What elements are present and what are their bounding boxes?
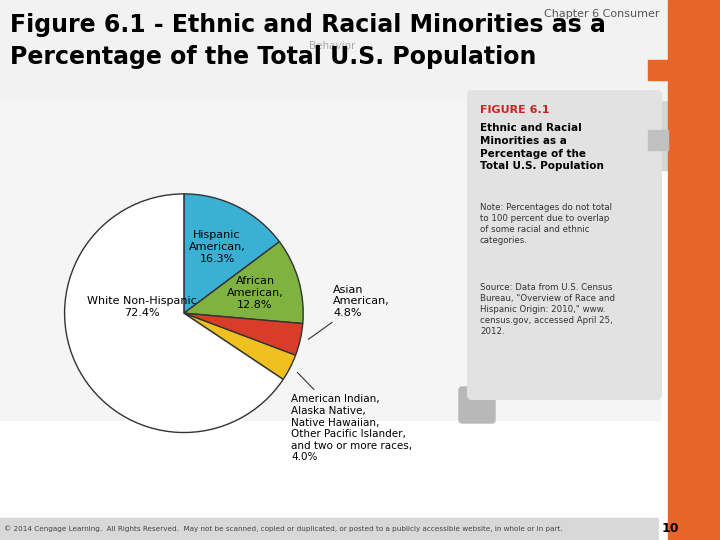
FancyBboxPatch shape <box>616 115 646 145</box>
FancyBboxPatch shape <box>583 115 613 145</box>
Bar <box>659 518 681 540</box>
FancyBboxPatch shape <box>418 115 448 145</box>
FancyBboxPatch shape <box>451 115 481 145</box>
FancyBboxPatch shape <box>517 115 547 145</box>
FancyBboxPatch shape <box>484 25 514 55</box>
FancyBboxPatch shape <box>616 25 646 55</box>
Bar <box>668 0 720 540</box>
FancyBboxPatch shape <box>517 85 547 115</box>
FancyBboxPatch shape <box>385 145 415 175</box>
Text: White Non-Hispanic
72.4%: White Non-Hispanic 72.4% <box>87 296 197 318</box>
Wedge shape <box>184 194 279 313</box>
Wedge shape <box>184 242 303 323</box>
Bar <box>648 130 668 150</box>
FancyBboxPatch shape <box>583 55 613 85</box>
Text: Source: Data from U.S. Census
Bureau, "Overview of Race and
Hispanic Origin: 201: Source: Data from U.S. Census Bureau, "O… <box>480 283 615 336</box>
Text: Note: Percentages do not total
to 100 percent due to overlap
of some racial and : Note: Percentages do not total to 100 pe… <box>480 203 612 245</box>
Text: © 2014 Cengage Learning.  All Rights Reserved.  May not be scanned, copied or du: © 2014 Cengage Learning. All Rights Rese… <box>4 525 562 532</box>
FancyBboxPatch shape <box>616 85 646 115</box>
FancyBboxPatch shape <box>484 55 514 85</box>
FancyBboxPatch shape <box>517 145 547 175</box>
Wedge shape <box>184 313 303 355</box>
FancyBboxPatch shape <box>385 115 415 145</box>
Text: Hispanic
American,
16.3%: Hispanic American, 16.3% <box>189 231 246 264</box>
Text: 10: 10 <box>661 523 679 536</box>
Text: American Indian,
Alaska Native,
Native Hawaiian,
Other Pacific Islander,
and two: American Indian, Alaska Native, Native H… <box>292 373 413 462</box>
Wedge shape <box>65 194 283 433</box>
Text: African
American,
12.8%: African American, 12.8% <box>227 276 284 309</box>
Text: Percentage of the Total U.S. Population: Percentage of the Total U.S. Population <box>10 45 536 69</box>
FancyBboxPatch shape <box>484 115 514 145</box>
FancyBboxPatch shape <box>484 85 514 115</box>
FancyBboxPatch shape <box>550 55 580 85</box>
Bar <box>0 0 668 100</box>
FancyBboxPatch shape <box>385 55 415 85</box>
FancyBboxPatch shape <box>550 85 580 115</box>
FancyBboxPatch shape <box>583 25 613 55</box>
FancyBboxPatch shape <box>385 25 415 55</box>
Bar <box>648 60 668 80</box>
FancyBboxPatch shape <box>418 85 448 115</box>
FancyBboxPatch shape <box>550 115 580 145</box>
FancyBboxPatch shape <box>583 145 613 175</box>
FancyBboxPatch shape <box>616 145 646 175</box>
Text: Ethnic and Racial
Minorities as a
Percentage of the
Total U.S. Population: Ethnic and Racial Minorities as a Percen… <box>480 123 604 171</box>
FancyBboxPatch shape <box>418 25 448 55</box>
FancyBboxPatch shape <box>451 25 481 55</box>
FancyBboxPatch shape <box>484 145 514 175</box>
FancyBboxPatch shape <box>385 85 415 115</box>
FancyBboxPatch shape <box>418 55 448 85</box>
Text: FIGURE 6.1: FIGURE 6.1 <box>480 105 549 115</box>
FancyBboxPatch shape <box>451 145 481 175</box>
FancyBboxPatch shape <box>550 25 580 55</box>
FancyBboxPatch shape <box>583 85 613 115</box>
FancyBboxPatch shape <box>418 145 448 175</box>
Wedge shape <box>184 313 296 380</box>
FancyBboxPatch shape <box>451 55 481 85</box>
Text: Asian
American,
4.8%: Asian American, 4.8% <box>308 285 390 339</box>
FancyBboxPatch shape <box>467 90 662 400</box>
Text: Behavior: Behavior <box>309 41 355 51</box>
FancyBboxPatch shape <box>517 25 547 55</box>
Text: Chapter 6 Consumer: Chapter 6 Consumer <box>544 9 660 19</box>
Bar <box>0 0 660 420</box>
FancyBboxPatch shape <box>550 145 580 175</box>
FancyBboxPatch shape <box>517 55 547 85</box>
FancyBboxPatch shape <box>459 387 495 423</box>
Bar <box>380 0 670 170</box>
FancyBboxPatch shape <box>616 55 646 85</box>
Bar <box>0 518 720 540</box>
Text: Figure 6.1 - Ethnic and Racial Minorities as a: Figure 6.1 - Ethnic and Racial Minoritie… <box>10 13 606 37</box>
FancyBboxPatch shape <box>451 85 481 115</box>
